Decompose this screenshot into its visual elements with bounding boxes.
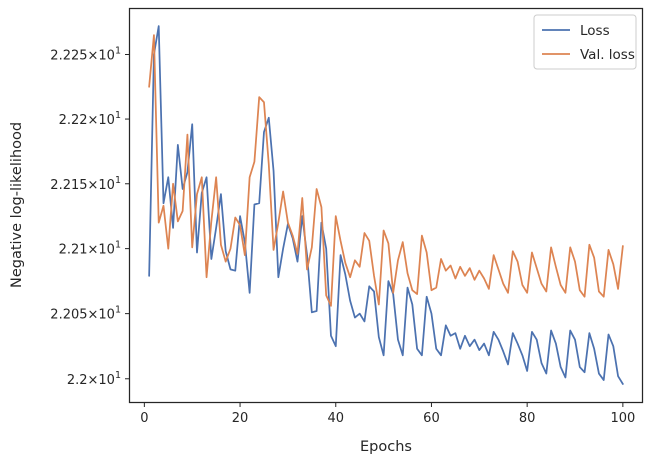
x-tick-label: 100: [610, 411, 635, 426]
plot-frame: [128, 7, 644, 404]
legend-box: [533, 14, 637, 70]
legend-label-val-loss: Val. loss: [580, 47, 635, 63]
series-line-1: [148, 34, 624, 307]
x-axis-ticks: 0 20 40 60 80 100: [140, 402, 635, 426]
y-tick-label: 2.2×101: [67, 370, 121, 388]
y-tick-label: 2.205×101: [50, 305, 121, 323]
y-tick-label: 2.21×101: [59, 240, 121, 258]
x-tick-label: 40: [327, 411, 344, 426]
series-line-0: [148, 25, 624, 385]
x-tick-label: 80: [519, 411, 536, 426]
x-axis-label: Epochs: [360, 439, 412, 455]
legend: Loss Val. loss: [533, 14, 637, 70]
y-tick-label: 2.22×101: [59, 110, 121, 128]
x-tick-label: 0: [140, 411, 148, 426]
series-layer: [148, 25, 624, 385]
y-tick-label: 2.225×101: [50, 45, 121, 63]
x-tick-label: 20: [232, 411, 249, 426]
legend-label-loss: Loss: [580, 23, 610, 39]
x-tick-label: 60: [423, 411, 440, 426]
y-axis-label: Negative log-likelihood: [9, 122, 25, 288]
y-tick-label: 2.215×101: [50, 175, 121, 193]
y-axis-ticks: 2.2×101 2.205×101 2.21×101 2.215×101 2.22×10…: [50, 45, 130, 388]
